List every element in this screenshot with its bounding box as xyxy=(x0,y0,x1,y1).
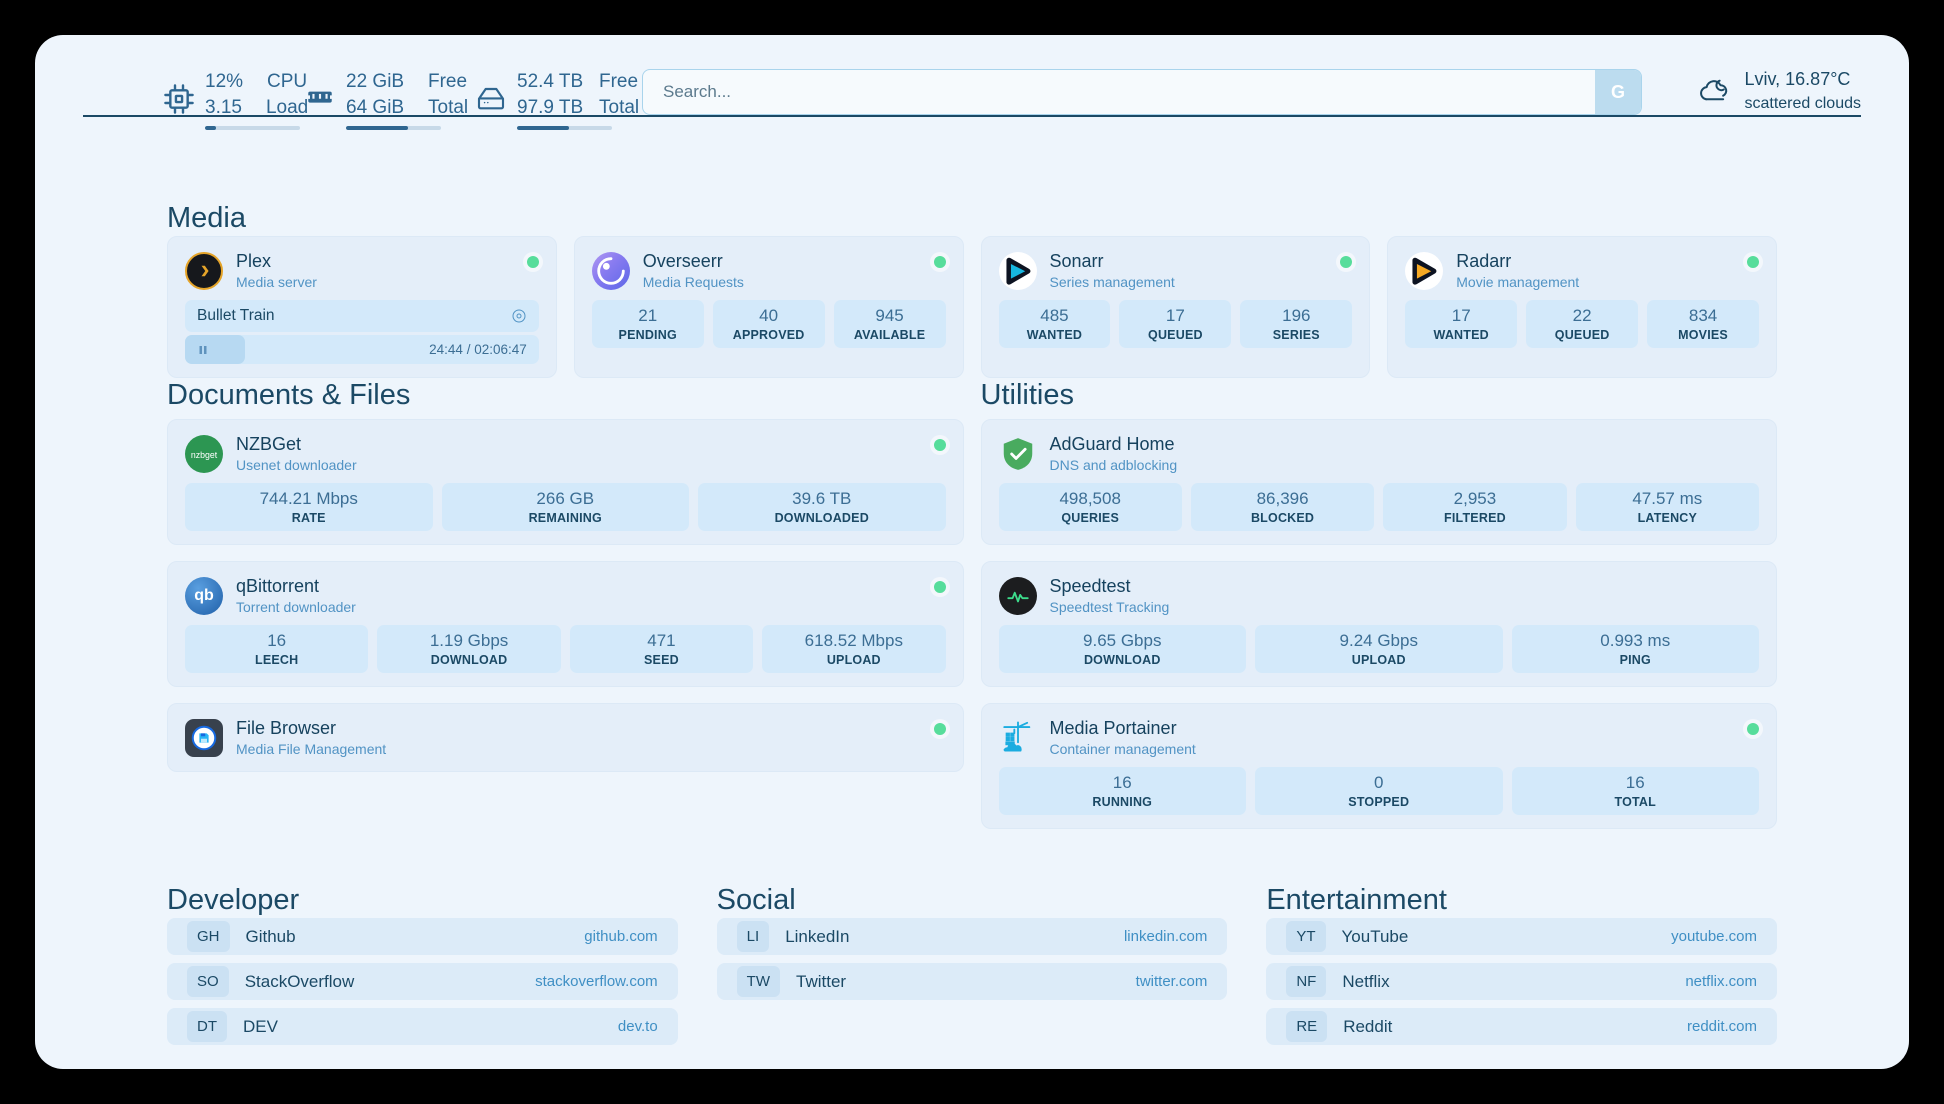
svg-text:nzbget: nzbget xyxy=(191,449,218,459)
